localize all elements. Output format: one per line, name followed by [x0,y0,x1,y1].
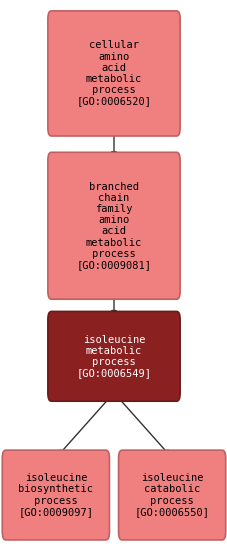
FancyBboxPatch shape [118,450,225,540]
Text: isoleucine
catabolic
process
[GO:0006550]: isoleucine catabolic process [GO:0006550… [134,473,209,517]
FancyBboxPatch shape [48,152,179,299]
Text: isoleucine
biosynthetic
process
[GO:0009097]: isoleucine biosynthetic process [GO:0009… [18,473,93,517]
Text: cellular
amino
acid
metabolic
process
[GO:0006520]: cellular amino acid metabolic process [G… [76,40,151,107]
FancyBboxPatch shape [2,450,109,540]
Text: isoleucine
metabolic
process
[GO:0006549]: isoleucine metabolic process [GO:0006549… [76,335,151,378]
FancyBboxPatch shape [48,11,179,136]
FancyBboxPatch shape [48,311,179,401]
Text: branched
chain
family
amino
acid
metabolic
process
[GO:0009081]: branched chain family amino acid metabol… [76,182,151,270]
